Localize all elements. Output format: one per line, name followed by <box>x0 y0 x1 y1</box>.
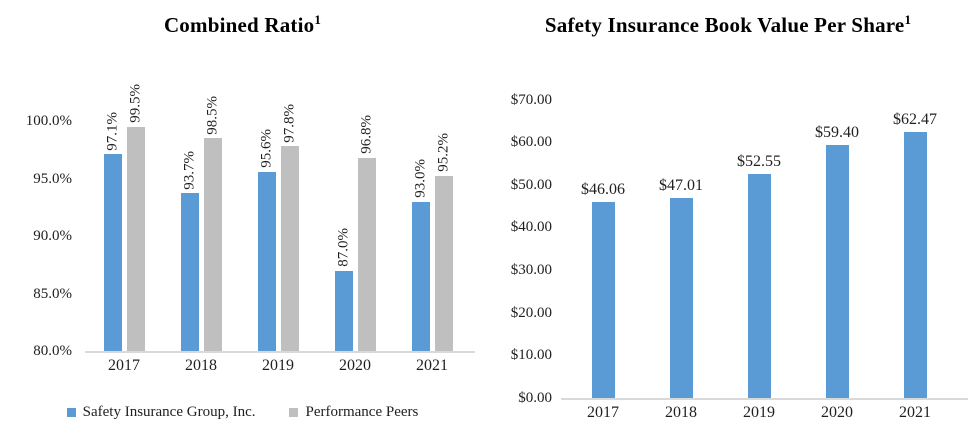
book-value-y-tick-2000: $20.00 <box>510 304 552 321</box>
combined-ratio-bar-2019-1 <box>280 146 299 351</box>
combined-ratio-y-tick-900: 90.0% <box>33 228 72 244</box>
combined-ratio-bar-label-2019-1: 97.8% <box>281 103 297 143</box>
legend-swatch-performance-peers <box>289 408 299 417</box>
combined-ratio-y-tick-950: 95.0% <box>33 170 72 187</box>
combined-ratio-bar-label-2018-1: 98.5% <box>204 95 220 135</box>
legend: Safety Insurance Group, Inc. Performance… <box>0 404 485 421</box>
book-value-y-tick-6000: $60.00 <box>510 134 552 151</box>
legend-swatch-safety-insurance <box>66 408 76 417</box>
book-value-bar-2021-0 <box>903 131 927 398</box>
combined-ratio-bar-2021-1 <box>434 176 453 351</box>
combined-ratio-bar-2020-0 <box>334 270 353 351</box>
book-value-x-label-2019: 2019 <box>743 404 775 421</box>
book-value-title: Safety Insurance Book Value Per Share1 <box>538 12 918 39</box>
combined-ratio-bar-label-2020-1: 96.8% <box>358 115 374 154</box>
combined-ratio-bar-2018-0 <box>180 193 199 351</box>
book-value-bar-label-2020-0: $59.40 <box>815 123 859 141</box>
combined-ratio-title-text: Combined Ratio <box>163 13 315 37</box>
combined-ratio-bar-2017-1 <box>126 126 145 351</box>
book-value-x-label-2017: 2017 <box>587 404 619 421</box>
combined-ratio-bar-label-2017-0: 97.1% <box>104 111 120 151</box>
book-value-y-tick-5000: $50.00 <box>510 176 552 193</box>
combined-ratio-x-label-2018: 2018 <box>185 357 217 374</box>
legend-item-safety-insurance: Safety Insurance Group, Inc. <box>66 404 256 421</box>
combined-ratio-x-label-2019: 2019 <box>262 357 294 374</box>
combined-ratio-title-superscript: 1 <box>314 12 322 27</box>
combined-ratio-x-label-2017: 2017 <box>108 357 140 374</box>
combined-ratio-y-tick-1000: 100.0% <box>25 113 72 129</box>
combined-ratio-bar-2021-0 <box>411 201 430 351</box>
book-value-y-tick-7000: $70.00 <box>510 91 552 108</box>
book-value-bar-2017-0 <box>591 201 615 398</box>
combined-ratio-bar-label-2019-0: 95.6% <box>258 128 274 168</box>
combined-ratio-title: Combined Ratio1 <box>0 12 485 39</box>
combined-ratio-x-label-2020: 2020 <box>339 357 371 374</box>
book-value-bar-2020-0 <box>825 144 849 398</box>
book-value-x-label-2018: 2018 <box>665 404 697 421</box>
book-value-chart: Safety Insurance Book Value Per Share1 $… <box>485 0 971 444</box>
book-value-x-label-2021: 2021 <box>899 404 931 421</box>
book-value-x-label-2020: 2020 <box>821 404 853 421</box>
book-value-y-tick-4000: $40.00 <box>510 219 552 236</box>
combined-ratio-bar-label-2018-0: 93.7% <box>181 150 197 190</box>
combined-ratio-x-axis-line <box>85 351 475 353</box>
book-value-title-superscript: 1 <box>904 12 912 27</box>
combined-ratio-bar-2020-1 <box>357 157 376 351</box>
book-value-bar-label-2019-0: $52.55 <box>737 152 781 170</box>
combined-ratio-bar-2019-0 <box>257 171 276 351</box>
combined-ratio-y-tick-850: 85.0% <box>33 285 72 302</box>
combined-ratio-x-label-2021: 2021 <box>416 357 448 374</box>
book-value-y-tick-000: $0.00 <box>518 390 552 406</box>
book-value-title-text: Safety Insurance Book Value Per Share <box>544 13 905 37</box>
book-value-x-axis-line <box>561 398 968 400</box>
book-value-bar-2018-0 <box>669 197 693 398</box>
combined-ratio-bar-label-2021-0: 93.0% <box>412 158 428 198</box>
legend-label-safety-insurance: Safety Insurance Group, Inc. <box>82 404 256 420</box>
combined-ratio-bar-label-2017-1: 99.5% <box>127 84 143 123</box>
book-value-y-tick-3000: $30.00 <box>510 262 552 279</box>
combined-ratio-bar-2017-0 <box>103 154 122 351</box>
book-value-bar-label-2021-0: $62.47 <box>893 110 937 128</box>
book-value-bar-label-2018-0: $47.01 <box>659 176 703 194</box>
combined-ratio-bar-label-2021-1: 95.2% <box>435 133 451 173</box>
book-value-bar-label-2017-0: $46.06 <box>581 180 625 198</box>
combined-ratio-y-tick-800: 80.0% <box>33 343 72 359</box>
legend-item-performance-peers: Performance Peers <box>289 404 418 421</box>
book-value-y-tick-1000: $10.00 <box>510 347 552 364</box>
legend-label-performance-peers: Performance Peers <box>305 404 419 420</box>
combined-ratio-bar-label-2020-0: 87.0% <box>335 227 351 267</box>
combined-ratio-bar-2018-1 <box>203 138 222 351</box>
combined-ratio-chart: Combined Ratio1 Safety Insurance Group, … <box>0 0 485 444</box>
book-value-bar-2019-0 <box>747 173 771 398</box>
